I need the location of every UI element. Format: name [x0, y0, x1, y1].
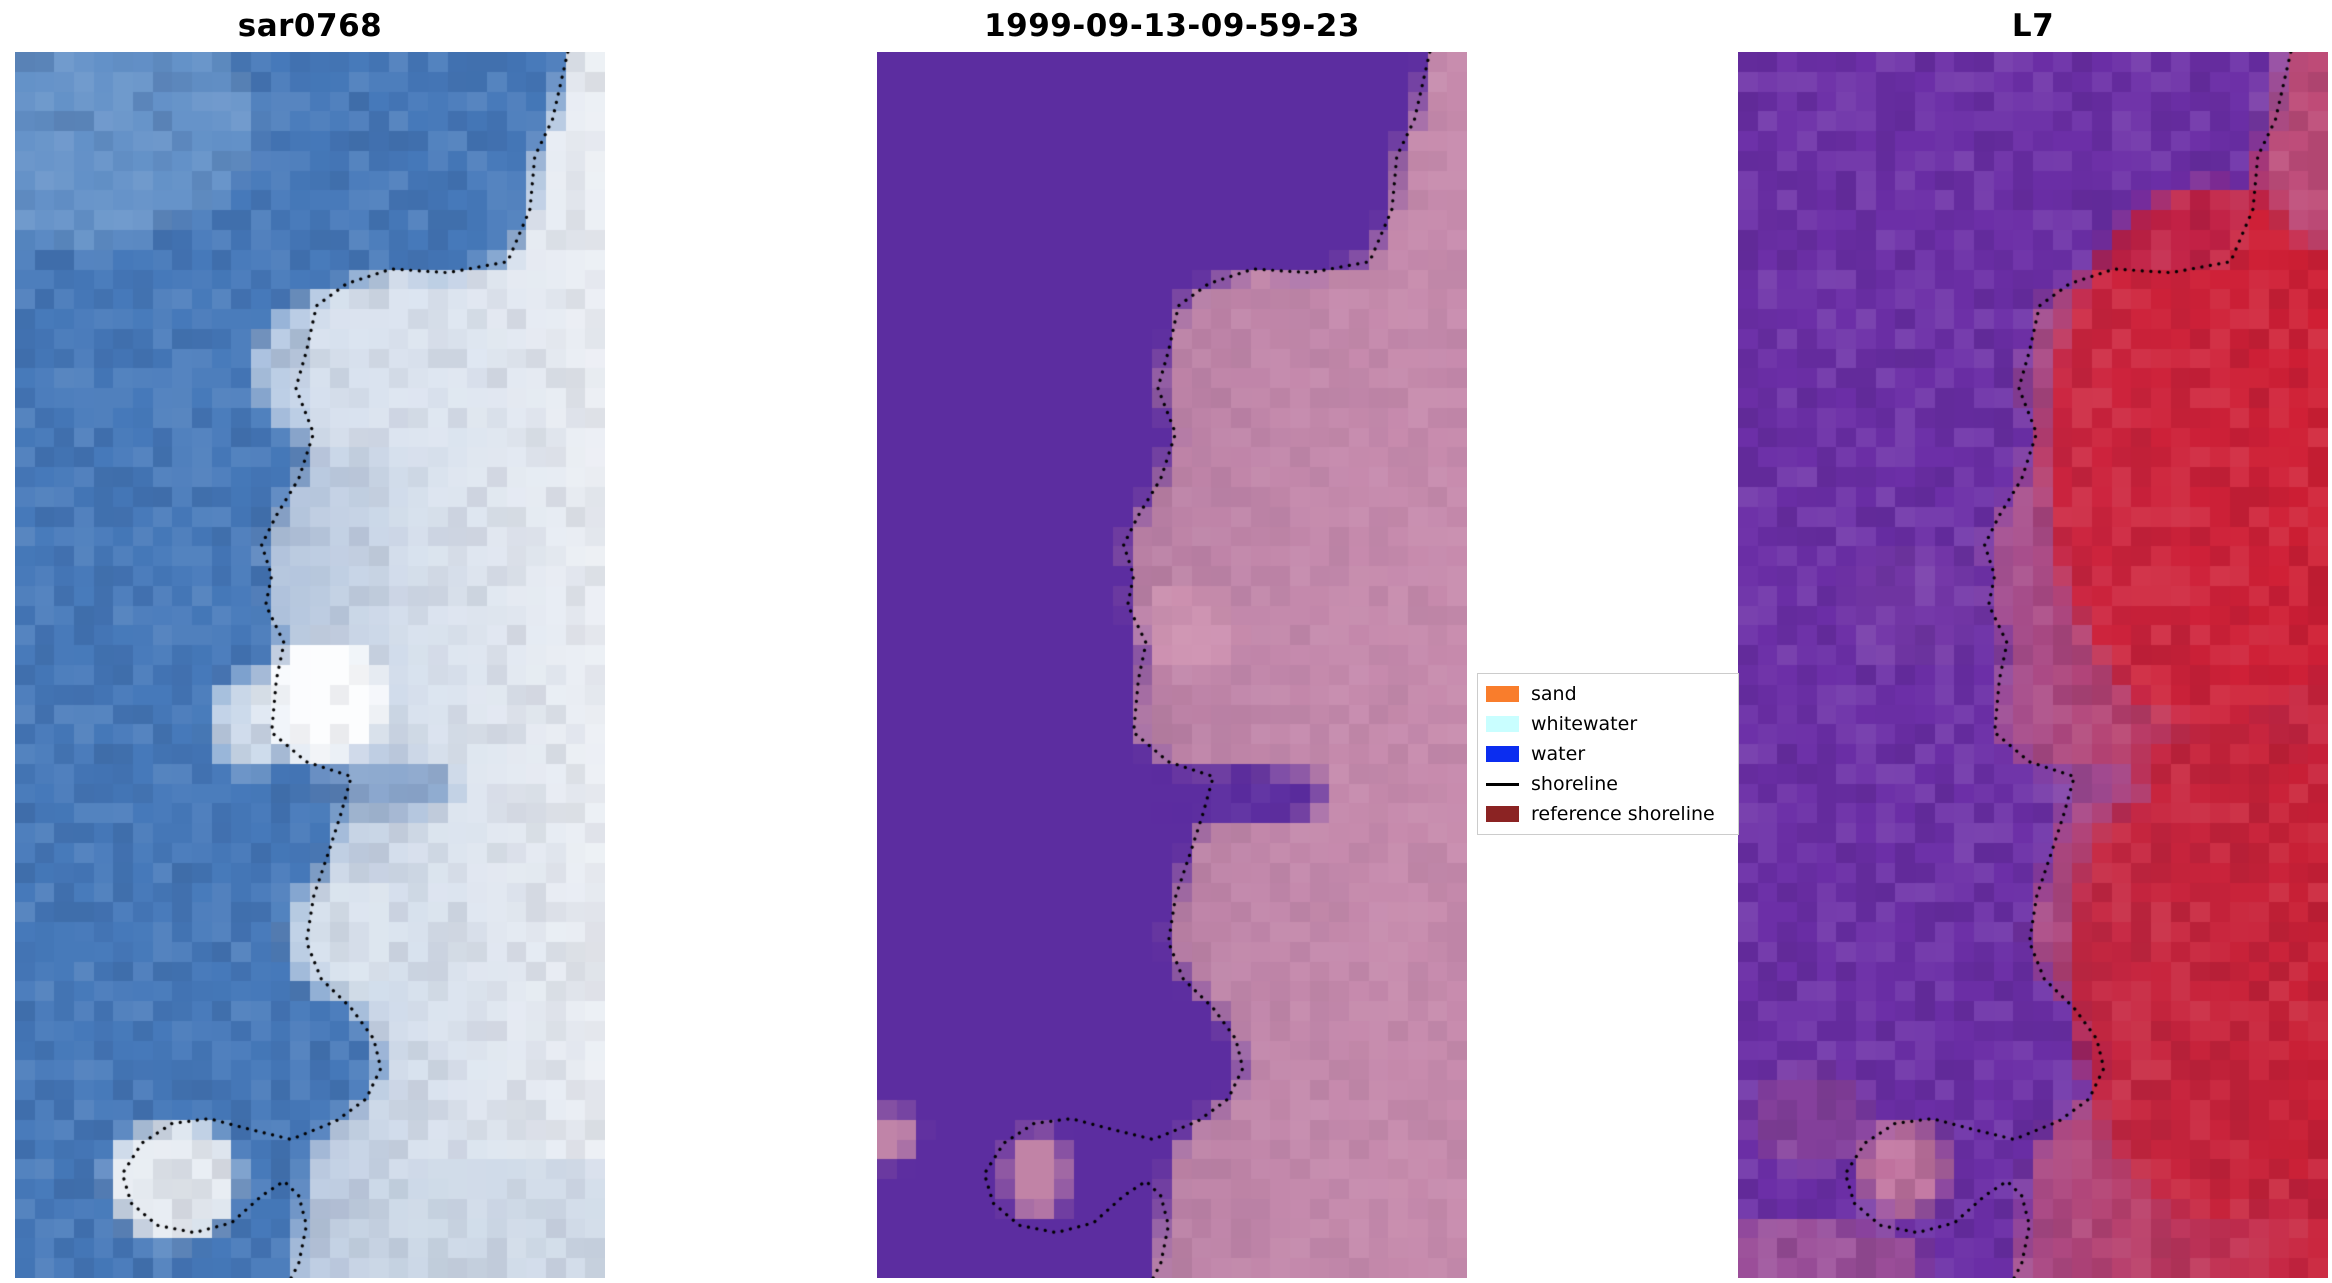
- legend-label: sand: [1531, 683, 1577, 705]
- legend-item-whitewater: whitewater: [1486, 709, 1730, 739]
- panel-image-sar0768: [15, 52, 605, 1278]
- panel-title-l7: L7: [2011, 8, 2055, 44]
- legend-item-water: water: [1486, 739, 1730, 769]
- legend-item-reference-shoreline: reference shoreline: [1486, 799, 1730, 829]
- legend-label: reference shoreline: [1531, 803, 1715, 825]
- legend-label: shoreline: [1531, 773, 1618, 795]
- legend-line-swatch: [1486, 782, 1519, 786]
- legend-color-swatch: [1486, 746, 1519, 762]
- legend-color-swatch: [1486, 686, 1519, 702]
- panel-title-date: 1999-09-13-09-59-23: [984, 8, 1360, 44]
- panel-title-sar0768: sar0768: [237, 8, 383, 44]
- legend-item-shoreline: shoreline: [1486, 769, 1730, 799]
- legend-color-swatch: [1486, 716, 1519, 732]
- legend-item-sand: sand: [1486, 679, 1730, 709]
- legend-label: water: [1531, 743, 1586, 765]
- panel-image-l7: [1738, 52, 2328, 1278]
- panel-image-classified: [877, 52, 1467, 1278]
- legend-label: whitewater: [1531, 713, 1638, 735]
- legend-color-swatch: [1486, 806, 1519, 822]
- legend: sand whitewater water shoreline reference sh…: [1477, 673, 1739, 835]
